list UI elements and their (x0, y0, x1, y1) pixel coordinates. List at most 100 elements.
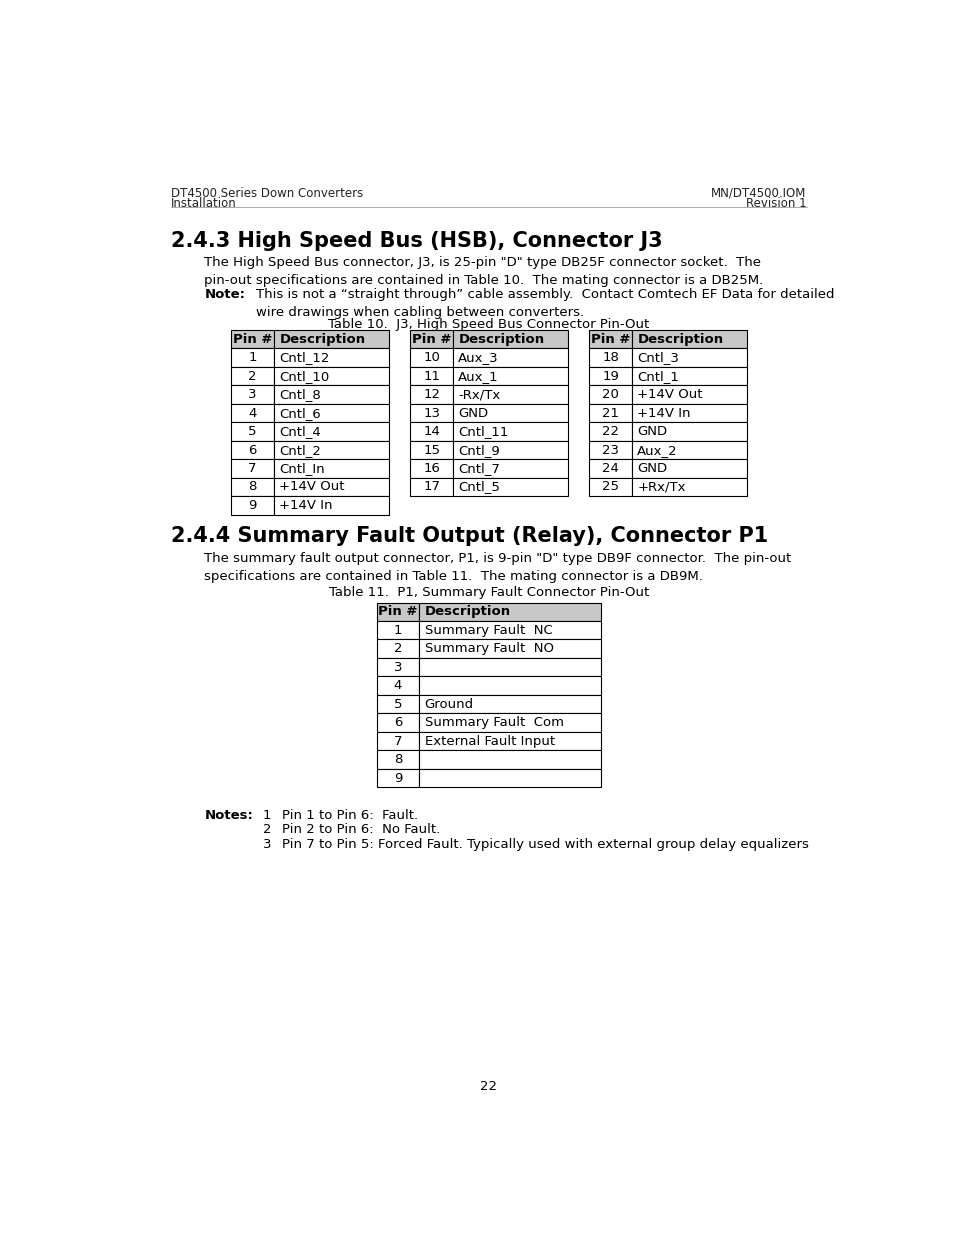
Text: Aux_2: Aux_2 (637, 443, 678, 457)
Text: Description: Description (637, 332, 722, 346)
Text: 5: 5 (248, 425, 256, 438)
Text: Cntl_3: Cntl_3 (637, 351, 679, 364)
Text: 21: 21 (601, 406, 618, 420)
Text: 9: 9 (394, 772, 401, 784)
Text: Summary Fault  NO: Summary Fault NO (424, 642, 553, 656)
Text: 4: 4 (394, 679, 401, 692)
Bar (410, 478, 453, 496)
Text: 15: 15 (422, 443, 439, 457)
Text: 1: 1 (262, 809, 271, 821)
Text: 2: 2 (248, 369, 256, 383)
Text: Cntl_2: Cntl_2 (279, 443, 321, 457)
Text: 4: 4 (248, 406, 256, 420)
Bar (410, 459, 453, 478)
Text: Pin 1 to Pin 6:  Fault.: Pin 1 to Pin 6: Fault. (282, 809, 417, 821)
Bar (274, 330, 388, 348)
Bar (453, 330, 567, 348)
Text: 25: 25 (601, 480, 618, 494)
Text: Cntl_8: Cntl_8 (279, 388, 321, 401)
Text: 5: 5 (394, 698, 402, 710)
Bar (631, 348, 746, 367)
Text: 14: 14 (423, 425, 439, 438)
Text: +14V In: +14V In (637, 406, 690, 420)
Bar (410, 348, 453, 367)
Bar (418, 695, 600, 714)
Bar (589, 441, 631, 459)
Bar (274, 441, 388, 459)
Bar (418, 640, 600, 658)
Text: 2.4.4 Summary Fault Output (Relay), Connector P1: 2.4.4 Summary Fault Output (Relay), Conn… (171, 526, 767, 546)
Bar (231, 478, 274, 496)
Bar (418, 603, 600, 621)
Text: 1: 1 (248, 351, 256, 364)
Text: GND: GND (637, 425, 667, 438)
Bar (418, 658, 600, 677)
Bar (453, 404, 567, 422)
Text: 24: 24 (601, 462, 618, 475)
Bar (418, 751, 600, 769)
Text: 17: 17 (422, 480, 439, 494)
Text: 11: 11 (422, 369, 439, 383)
Text: 2: 2 (394, 642, 402, 656)
Text: 18: 18 (601, 351, 618, 364)
Bar (376, 714, 418, 732)
Text: Pin #: Pin # (233, 332, 272, 346)
Text: 19: 19 (601, 369, 618, 383)
Text: This is not a “straight through” cable assembly.  Contact Comtech EF Data for de: This is not a “straight through” cable a… (255, 288, 833, 320)
Text: 10: 10 (423, 351, 439, 364)
Text: Cntl_6: Cntl_6 (279, 406, 321, 420)
Text: Description: Description (279, 332, 365, 346)
Bar (453, 459, 567, 478)
Bar (410, 404, 453, 422)
Bar (376, 621, 418, 640)
Bar (274, 367, 388, 385)
Bar (631, 422, 746, 441)
Text: Aux_3: Aux_3 (457, 351, 498, 364)
Bar (453, 441, 567, 459)
Bar (410, 367, 453, 385)
Bar (376, 732, 418, 751)
Bar (231, 330, 274, 348)
Bar (589, 478, 631, 496)
Bar (631, 367, 746, 385)
Text: Cntl_1: Cntl_1 (637, 369, 679, 383)
Text: 1: 1 (394, 624, 402, 637)
Text: 20: 20 (601, 388, 618, 401)
Text: Summary Fault  NC: Summary Fault NC (424, 624, 552, 637)
Text: Description: Description (424, 605, 510, 619)
Bar (376, 658, 418, 677)
Bar (231, 459, 274, 478)
Text: The High Speed Bus connector, J3, is 25-pin "D" type DB25F connector socket.  Th: The High Speed Bus connector, J3, is 25-… (204, 256, 763, 287)
Text: GND: GND (637, 462, 667, 475)
Bar (453, 367, 567, 385)
Bar (589, 385, 631, 404)
Text: +14V Out: +14V Out (637, 388, 702, 401)
Text: Notes:: Notes: (204, 809, 253, 821)
Bar (410, 422, 453, 441)
Text: Cntl_11: Cntl_11 (457, 425, 508, 438)
Text: Cntl_10: Cntl_10 (279, 369, 329, 383)
Text: 22: 22 (601, 425, 618, 438)
Bar (274, 348, 388, 367)
Bar (589, 330, 631, 348)
Bar (453, 478, 567, 496)
Bar (274, 385, 388, 404)
Text: 3: 3 (248, 388, 256, 401)
Bar (631, 404, 746, 422)
Text: Cntl_4: Cntl_4 (279, 425, 321, 438)
Text: 13: 13 (422, 406, 439, 420)
Bar (418, 732, 600, 751)
Text: Pin 2 to Pin 6:  No Fault.: Pin 2 to Pin 6: No Fault. (282, 824, 439, 836)
Bar (231, 422, 274, 441)
Text: 2: 2 (262, 824, 271, 836)
Text: Pin #: Pin # (377, 605, 417, 619)
Text: Ground: Ground (424, 698, 474, 710)
Text: 7: 7 (394, 735, 402, 747)
Text: Cntl_12: Cntl_12 (279, 351, 330, 364)
Bar (274, 478, 388, 496)
Text: -Rx/Tx: -Rx/Tx (457, 388, 500, 401)
Text: 6: 6 (394, 716, 401, 729)
Text: 12: 12 (422, 388, 439, 401)
Text: 8: 8 (248, 480, 256, 494)
Bar (410, 330, 453, 348)
